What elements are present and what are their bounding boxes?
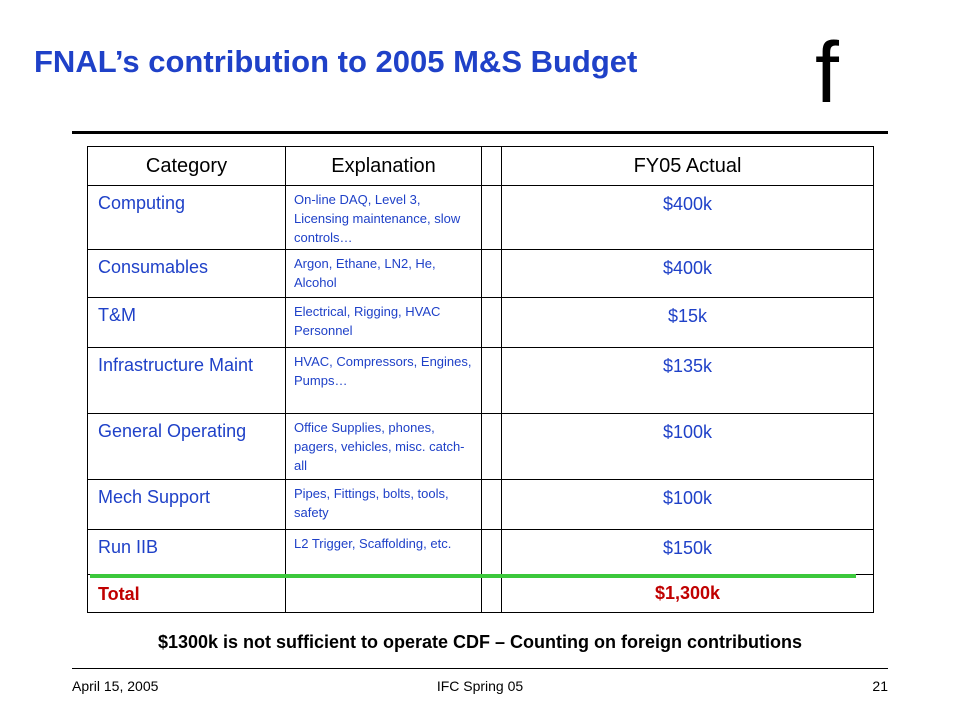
budget-table: Category Explanation FY05 Actual Computi… [87,146,874,613]
row-category: Run IIB [87,529,286,575]
total-spacer [481,574,502,613]
row-category: T&M [87,297,286,348]
row-category: Infrastructure Maint [87,347,286,414]
summary-note: $1300k is not sufficient to operate CDF … [157,632,803,652]
header-fy05-actual: FY05 Actual [501,146,874,186]
row-category: General Operating [87,413,286,480]
row-spacer [481,529,502,575]
table-row: T&M Electrical, Rigging, HVAC Personnel … [87,297,874,348]
total-label: Total [87,574,286,613]
header-category: Category [87,146,286,186]
row-value: $100k [501,479,874,530]
row-spacer [481,185,502,250]
slide-title: FNAL’s contribution to 2005 M&S Budget [34,44,638,79]
row-explanation: Electrical, Rigging, HVAC Personnel [285,297,482,348]
row-category: Consumables [87,249,286,298]
header-explanation: Explanation [285,146,482,186]
row-spacer [481,249,502,298]
table-row: General Operating Office Supplies, phone… [87,413,874,480]
row-explanation: Office Supplies, phones, pagers, vehicle… [285,413,482,480]
total-value: $1,300k [501,574,874,613]
footer-date: April 15, 2005 [72,678,159,694]
row-spacer [481,479,502,530]
footer-event: IFC Spring 05 [436,678,524,694]
row-explanation: L2 Trigger, Scaffolding, etc. [285,529,482,575]
row-spacer [481,347,502,414]
table-row: Consumables Argon, Ethane, LN2, He, Alco… [87,249,874,298]
row-category: Computing [87,185,286,250]
row-spacer [481,413,502,480]
header-spacer [481,146,502,186]
row-explanation: HVAC, Compressors, Engines, Pumps… [285,347,482,414]
row-explanation: On-line DAQ, Level 3, Licensing maintena… [285,185,482,250]
table-row: Mech Support Pipes, Fittings, bolts, too… [87,479,874,530]
footer-rule [72,668,888,669]
total-row: Total $1,300k [87,574,874,613]
footer-page-number: 21 [872,678,888,694]
row-explanation: Argon, Ethane, LN2, He, Alcohol [285,249,482,298]
row-value: $150k [501,529,874,575]
row-value: $15k [501,297,874,348]
row-value: $100k [501,413,874,480]
total-explanation [285,574,482,613]
table-row: Computing On-line DAQ, Level 3, Licensin… [87,185,874,250]
table-row: Run IIB L2 Trigger, Scaffolding, etc. $1… [87,529,874,575]
row-value: $400k [501,249,874,298]
row-spacer [481,297,502,348]
fermilab-logo: f [815,25,839,121]
table-row: Infrastructure Maint HVAC, Compressors, … [87,347,874,414]
row-explanation: Pipes, Fittings, bolts, tools, safety [285,479,482,530]
title-rule [72,131,888,134]
row-value: $135k [501,347,874,414]
row-category: Mech Support [87,479,286,530]
total-divider [90,574,856,578]
row-value: $400k [501,185,874,250]
table-header-row: Category Explanation FY05 Actual [87,146,874,186]
